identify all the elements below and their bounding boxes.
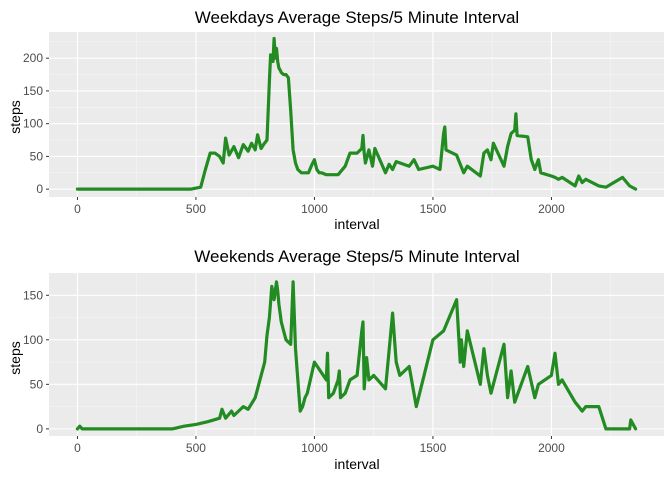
y-axis-label: steps <box>7 341 23 374</box>
x-tick-label: 1500 <box>420 202 447 216</box>
y-tick-label: 150 <box>23 288 43 302</box>
plot-area: 0 500 1000 1500 2000 0 50 100 150 <box>23 273 664 455</box>
weekdays-chart-svg: Weekdays Average Steps/5 Minute Interval… <box>7 8 664 232</box>
series-line <box>75 280 638 431</box>
x-tick-label: 2000 <box>538 441 565 455</box>
x-tick-label: 1000 <box>301 202 328 216</box>
x-axis-label: interval <box>334 216 379 232</box>
x-tick-label: 500 <box>186 202 206 216</box>
x-tick-label: 1500 <box>420 441 447 455</box>
y-tick-label: 100 <box>23 333 43 347</box>
y-tick-label: 150 <box>23 84 43 98</box>
y-tick-label: 50 <box>30 149 44 163</box>
y-tick-label: 200 <box>23 51 43 65</box>
x-tick-label: 500 <box>186 441 206 455</box>
x-tick-label: 2000 <box>538 202 565 216</box>
y-tick-label: 50 <box>30 377 44 391</box>
y-tick-label: 0 <box>36 422 43 436</box>
x-axis-label: interval <box>334 456 379 472</box>
y-axis-label: steps <box>7 100 23 133</box>
x-tick-label: 0 <box>74 202 81 216</box>
chart-title: Weekdays Average Steps/5 Minute Interval <box>195 8 519 27</box>
plot-panel <box>49 32 664 197</box>
y-tick-label: 100 <box>23 117 43 131</box>
weekdays-chart: Weekdays Average Steps/5 Minute Interval… <box>7 8 664 232</box>
x-tick-label: 0 <box>74 441 81 455</box>
weekends-chart-svg: Weekends Average Steps/5 Minute Interval… <box>7 247 664 472</box>
x-tick-label: 1000 <box>301 441 328 455</box>
series-line <box>75 36 638 191</box>
y-tick-label: 0 <box>36 182 43 196</box>
plot-panel <box>49 273 664 436</box>
chart-title: Weekends Average Steps/5 Minute Interval <box>194 247 519 266</box>
weekends-chart: Weekends Average Steps/5 Minute Interval… <box>0 240 672 480</box>
plot-area: 0 500 1000 1500 2000 0 50 100 150 200 <box>23 32 664 216</box>
